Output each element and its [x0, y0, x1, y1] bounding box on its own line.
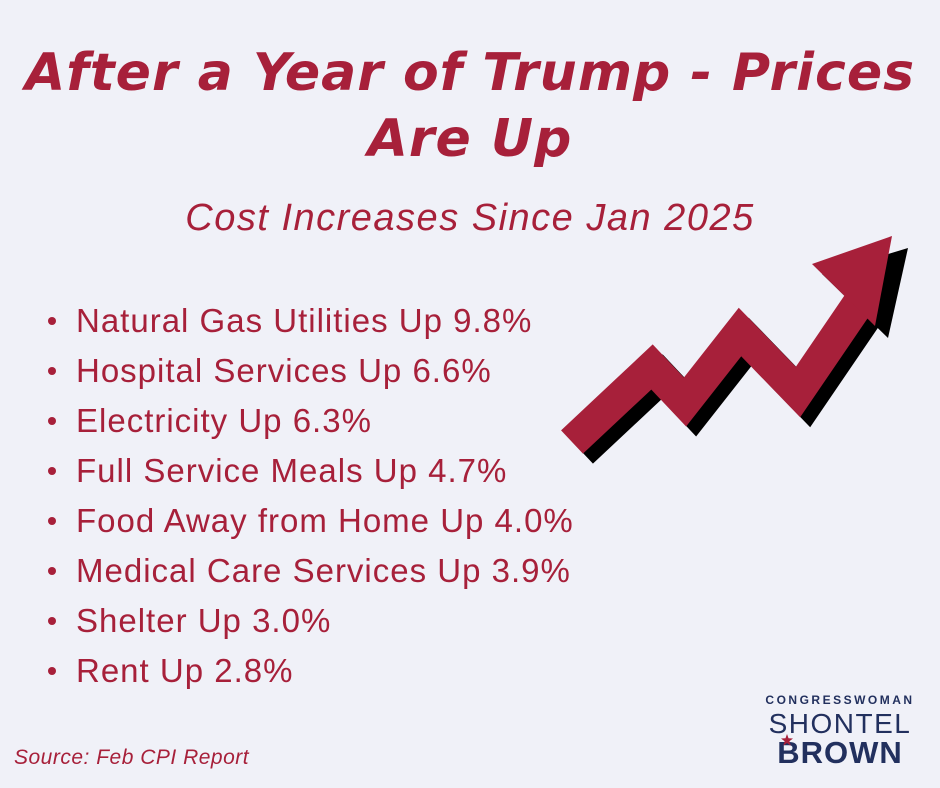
list-item: Full Service Meals Up 4.7%	[48, 446, 574, 496]
headline: After a Year of Trump - Prices Are Up	[24, 43, 916, 169]
bullet-dot-icon	[48, 617, 56, 625]
list-item-text: Rent Up 2.8%	[76, 652, 294, 689]
list-item: Food Away from Home Up 4.0%	[48, 496, 574, 546]
list-item: Rent Up 2.8%	[48, 646, 574, 696]
bullet-dot-icon	[48, 367, 56, 375]
star-icon	[781, 734, 793, 746]
bullet-dot-icon	[48, 317, 56, 325]
bullet-dot-icon	[48, 667, 56, 675]
price-increase-list: Natural Gas Utilities Up 9.8% Hospital S…	[48, 296, 574, 696]
list-item-text: Medical Care Services Up 3.9%	[76, 552, 571, 589]
list-item: Electricity Up 6.3%	[48, 396, 574, 446]
subheadline: Cost Increases Since Jan 2025	[185, 197, 755, 239]
bullet-dot-icon	[48, 517, 56, 525]
logo-line-2: SHONTEL	[768, 708, 912, 739]
arrow-main	[561, 236, 892, 454]
bullet-dot-icon	[48, 567, 56, 575]
list-item-text: Food Away from Home Up 4.0%	[76, 502, 574, 539]
list-item: Natural Gas Utilities Up 9.8%	[48, 296, 574, 346]
list-item: Hospital Services Up 6.6%	[48, 346, 574, 396]
logo-line-1: CONGRESSWOMAN	[765, 693, 915, 707]
list-item: Medical Care Services Up 3.9%	[48, 546, 574, 596]
list-item-text: Hospital Services Up 6.6%	[76, 352, 492, 389]
trending-up-arrow-icon	[561, 236, 908, 464]
list-item-text: Full Service Meals Up 4.7%	[76, 452, 508, 489]
bullet-dot-icon	[48, 467, 56, 475]
list-item-text: Natural Gas Utilities Up 9.8%	[76, 302, 533, 339]
list-item-text: Shelter Up 3.0%	[76, 602, 332, 639]
source-note: Source: Feb CPI Report	[14, 746, 250, 769]
logo-line-3: BROWN	[777, 735, 903, 770]
bullet-dot-icon	[48, 417, 56, 425]
list-item: Shelter Up 3.0%	[48, 596, 574, 646]
list-item-text: Electricity Up 6.3%	[76, 402, 372, 439]
congresswoman-logo: CONGRESSWOMAN SHONTEL BROWN	[754, 693, 926, 773]
